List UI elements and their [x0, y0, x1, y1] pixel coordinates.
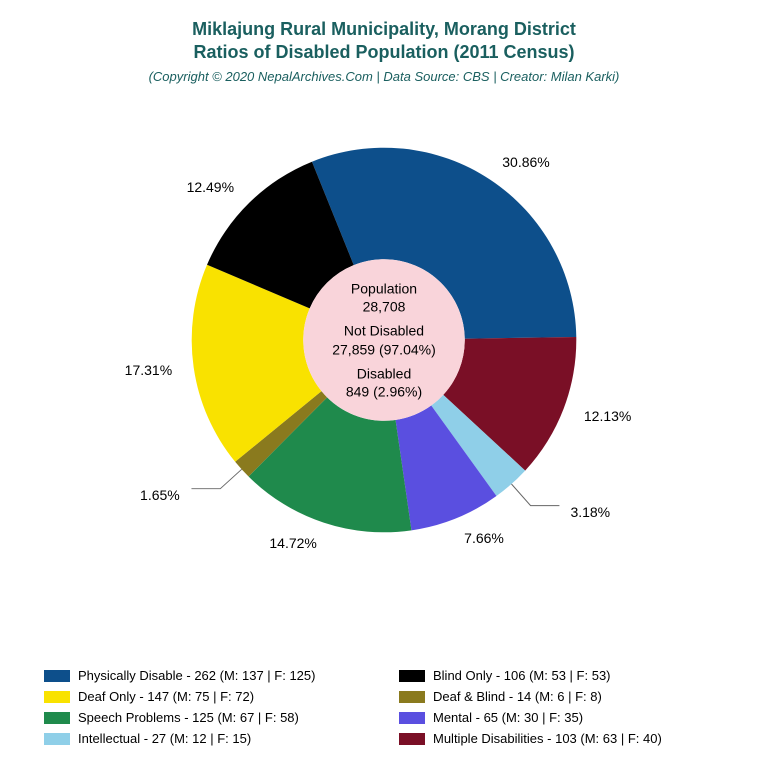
legend-text: Mental - 65 (M: 30 | F: 35) — [433, 710, 583, 725]
slice-label-deaf: 17.31% — [125, 362, 172, 378]
legend-swatch — [399, 733, 425, 745]
slice-label-deafblind: 1.65% — [140, 487, 180, 503]
legend-swatch — [399, 670, 425, 682]
slice-label-speech: 14.72% — [269, 535, 316, 551]
legend-item: Physically Disable - 262 (M: 137 | F: 12… — [44, 668, 369, 683]
legend-text: Blind Only - 106 (M: 53 | F: 53) — [433, 668, 611, 683]
legend-item: Multiple Disabilities - 103 (M: 63 | F: … — [399, 731, 724, 746]
title-block: Miklajung Rural Municipality, Morang Dis… — [0, 0, 768, 84]
legend-swatch — [44, 733, 70, 745]
legend-item: Speech Problems - 125 (M: 67 | F: 58) — [44, 710, 369, 725]
center-notdisabled-value: 27,859 (97.04%) — [332, 340, 436, 358]
legend-text: Deaf Only - 147 (M: 75 | F: 72) — [78, 689, 254, 704]
legend-swatch — [44, 670, 70, 682]
legend-swatch — [399, 712, 425, 724]
legend-item: Deaf & Blind - 14 (M: 6 | F: 8) — [399, 689, 724, 704]
center-text: Population 28,708 Not Disabled 27,859 (9… — [332, 273, 436, 406]
legend-swatch — [44, 691, 70, 703]
title-line-1: Miklajung Rural Municipality, Morang Dis… — [0, 18, 768, 41]
legend-text: Deaf & Blind - 14 (M: 6 | F: 8) — [433, 689, 602, 704]
slice-label-mental: 7.66% — [464, 530, 504, 546]
center-population-value: 28,708 — [332, 298, 436, 316]
slice-label-multiple: 12.13% — [584, 408, 631, 424]
center-disabled-label: Disabled — [332, 364, 436, 382]
legend-swatch — [44, 712, 70, 724]
slice-label-intellectual: 3.18% — [570, 504, 610, 520]
center-notdisabled-label: Not Disabled — [332, 322, 436, 340]
donut-chart: Population 28,708 Not Disabled 27,859 (9… — [134, 90, 634, 590]
legend-item: Mental - 65 (M: 30 | F: 35) — [399, 710, 724, 725]
legend-item: Deaf Only - 147 (M: 75 | F: 72) — [44, 689, 369, 704]
slice-label-blind: 12.49% — [187, 179, 234, 195]
legend-text: Intellectual - 27 (M: 12 | F: 15) — [78, 731, 251, 746]
title-line-2: Ratios of Disabled Population (2011 Cens… — [0, 41, 768, 64]
subtitle: (Copyright © 2020 NepalArchives.Com | Da… — [0, 69, 768, 84]
legend-text: Speech Problems - 125 (M: 67 | F: 58) — [78, 710, 299, 725]
center-disabled-value: 849 (2.96%) — [332, 382, 436, 400]
legend-item: Blind Only - 106 (M: 53 | F: 53) — [399, 668, 724, 683]
legend-text: Physically Disable - 262 (M: 137 | F: 12… — [78, 668, 315, 683]
center-population-label: Population — [332, 279, 436, 297]
legend-item: Intellectual - 27 (M: 12 | F: 15) — [44, 731, 369, 746]
legend-text: Multiple Disabilities - 103 (M: 63 | F: … — [433, 731, 662, 746]
legend-swatch — [399, 691, 425, 703]
legend: Physically Disable - 262 (M: 137 | F: 12… — [44, 668, 724, 746]
slice-label-physically: 30.86% — [502, 154, 549, 170]
